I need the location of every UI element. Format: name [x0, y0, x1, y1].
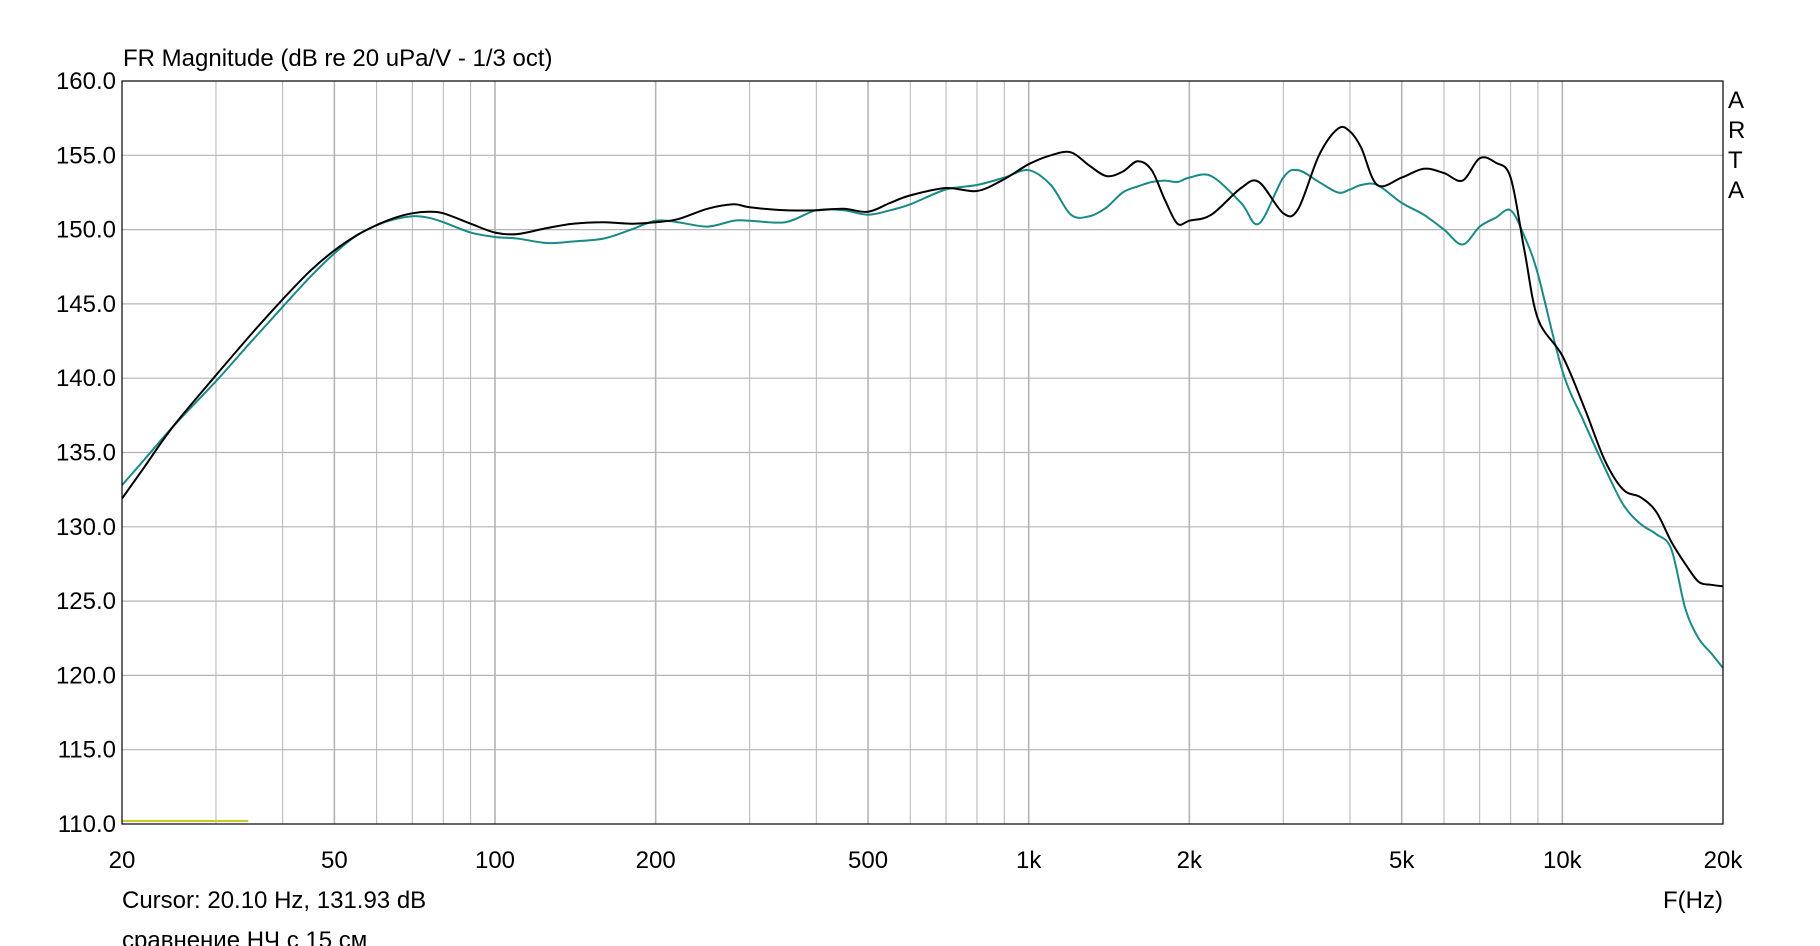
y-tick-label: 145.0 [56, 291, 116, 318]
y-tick-label: 135.0 [56, 440, 116, 467]
y-tick-label: 150.0 [56, 217, 116, 244]
brand-letter: A [1728, 87, 1744, 114]
y-tick-label: 115.0 [58, 737, 116, 764]
y-tick-label: 140.0 [56, 365, 116, 392]
x-tick-label: 2k [1177, 847, 1203, 874]
y-tick-label: 155.0 [56, 142, 116, 169]
x-tick-label: 200 [636, 847, 676, 874]
x-tick-label: 50 [321, 847, 348, 874]
x-tick-label: 100 [475, 847, 515, 874]
x-tick-label: 500 [848, 847, 888, 874]
grid-major [122, 81, 1723, 824]
x-tick-label: 5k [1389, 847, 1415, 874]
y-tick-label: 130.0 [56, 514, 116, 541]
arta-brand: A R T A [1728, 87, 1745, 204]
brand-letter: T [1728, 147, 1743, 174]
plot-frame [121, 80, 1724, 825]
cursor-readout: Cursor: 20.10 Hz, 131.93 dB [122, 887, 426, 914]
x-tick-label: 20k [1704, 847, 1744, 874]
plot-lines [121, 125, 1724, 823]
x-tick-label: 10k [1543, 847, 1583, 874]
chart-title: FR Magnitude (dB re 20 uPa/V - 1/3 oct) [123, 45, 553, 72]
series-line-black [121, 125, 1724, 588]
y-tick-label: 125.0 [56, 588, 116, 615]
y-tick-label: 120.0 [56, 662, 116, 689]
series-line-teal [121, 168, 1724, 669]
x-axis-ticks: 20 50 100 200 500 1k 2k 5k 10k 20k [109, 847, 1744, 874]
y-axis-ticks: 160.0 155.0 150.0 145.0 140.0 135.0 130.0 125.0… [56, 68, 116, 838]
y-tick-label: 110.0 [58, 811, 116, 838]
x-axis-label: F(Hz) [1663, 887, 1723, 914]
brand-letter: A [1728, 177, 1744, 204]
brand-letter: R [1728, 117, 1745, 144]
x-tick-label: 20 [109, 847, 136, 874]
chart-caption: сравнение НЧ с 15 см [122, 927, 367, 946]
y-tick-label: 160.0 [56, 68, 116, 95]
x-tick-label: 1k [1016, 847, 1042, 874]
